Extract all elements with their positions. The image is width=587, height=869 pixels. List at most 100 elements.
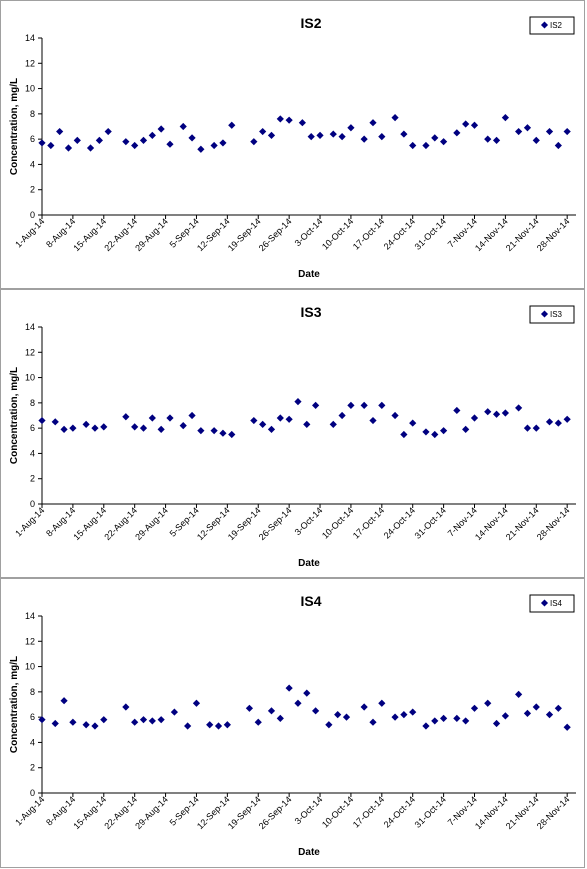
data-point bbox=[532, 424, 540, 432]
data-point bbox=[259, 420, 267, 428]
data-point bbox=[51, 418, 59, 426]
data-point bbox=[378, 133, 386, 141]
data-point bbox=[197, 427, 205, 435]
data-point bbox=[312, 707, 320, 715]
x-tick-label: 24-Oct-14 bbox=[382, 216, 417, 251]
data-point bbox=[188, 134, 196, 142]
data-point bbox=[38, 416, 46, 425]
data-point bbox=[515, 690, 523, 698]
data-point bbox=[545, 711, 554, 719]
data-point bbox=[276, 115, 284, 123]
x-tick-label: 28-Nov-14 bbox=[535, 216, 572, 253]
data-point bbox=[82, 721, 90, 729]
data-point bbox=[56, 127, 64, 136]
y-tick-label: 12 bbox=[25, 347, 35, 357]
data-point bbox=[563, 723, 571, 731]
data-point bbox=[409, 708, 417, 716]
x-tick-label: 26-Sep-14 bbox=[257, 505, 294, 542]
x-tick-label: 31-Oct-14 bbox=[413, 794, 448, 829]
legend-marker bbox=[540, 310, 549, 318]
data-point bbox=[47, 141, 55, 150]
data-point bbox=[210, 141, 218, 150]
data-point bbox=[492, 410, 501, 418]
data-point bbox=[188, 411, 196, 420]
y-tick-label: 6 bbox=[30, 423, 35, 433]
legend: IS4 bbox=[529, 594, 575, 613]
x-tick-label: 3-Oct-14 bbox=[293, 216, 325, 248]
data-point bbox=[228, 121, 236, 129]
data-point bbox=[148, 717, 156, 725]
x-tick-label: 10-Oct-14 bbox=[320, 505, 355, 540]
y-tick-label: 4 bbox=[30, 448, 35, 458]
data-point bbox=[329, 420, 337, 428]
data-point bbox=[131, 718, 139, 726]
data-point bbox=[492, 136, 501, 145]
data-point bbox=[206, 721, 214, 729]
y-tick-label: 6 bbox=[30, 712, 35, 722]
data-point bbox=[131, 423, 139, 431]
data-point bbox=[523, 124, 532, 132]
chart-title: IS2 bbox=[300, 15, 321, 31]
legend-marker bbox=[540, 21, 549, 29]
chart-panel-is4: IS4 0 2 4 6 8 10 12 14 1-Aug-14 8-Aug-14 15-Aug-14 2… bbox=[0, 578, 585, 868]
data-point bbox=[197, 145, 205, 153]
data-point bbox=[329, 130, 337, 138]
legend-label: IS2 bbox=[550, 21, 563, 30]
data-point bbox=[440, 427, 448, 435]
data-point bbox=[431, 430, 439, 439]
data-point bbox=[532, 136, 540, 145]
y-axis-title: Concentration, mg/L bbox=[9, 656, 20, 753]
data-point bbox=[267, 707, 276, 715]
data-point bbox=[276, 714, 284, 723]
data-point bbox=[532, 703, 540, 711]
data-point bbox=[60, 425, 68, 434]
data-point bbox=[378, 699, 386, 707]
data-point bbox=[422, 141, 430, 150]
data-point bbox=[391, 713, 399, 721]
data-point bbox=[554, 141, 562, 150]
data-point bbox=[316, 131, 324, 139]
data-point bbox=[342, 713, 351, 721]
data-point bbox=[91, 722, 99, 730]
data-point bbox=[298, 119, 306, 127]
data-point bbox=[192, 699, 201, 707]
data-point bbox=[391, 411, 399, 420]
data-point bbox=[378, 401, 386, 409]
data-point bbox=[462, 425, 470, 434]
data-point bbox=[166, 414, 174, 422]
x-tick-label: 26-Sep-14 bbox=[257, 216, 294, 253]
data-point bbox=[214, 722, 223, 730]
data-point bbox=[369, 119, 377, 127]
data-point bbox=[422, 722, 430, 730]
x-tick-label: 31-Oct-14 bbox=[413, 505, 448, 540]
data-point bbox=[267, 131, 276, 139]
data-point bbox=[170, 708, 178, 716]
data-point bbox=[86, 144, 95, 152]
data-point bbox=[312, 401, 320, 409]
legend-box bbox=[529, 16, 575, 35]
y-tick-label: 2 bbox=[30, 474, 35, 484]
data-point bbox=[157, 125, 165, 133]
x-tick-label: 24-Oct-14 bbox=[382, 505, 417, 540]
legend-label: IS3 bbox=[550, 310, 563, 319]
x-tick-label: 28-Nov-14 bbox=[535, 794, 572, 831]
data-point bbox=[501, 409, 509, 417]
legend-label: IS4 bbox=[550, 599, 563, 608]
x-axis-title: Date bbox=[298, 847, 320, 858]
data-point bbox=[104, 127, 112, 136]
data-point bbox=[38, 139, 46, 147]
data-point bbox=[360, 703, 368, 711]
data-point bbox=[462, 717, 470, 725]
data-point bbox=[400, 711, 408, 719]
y-tick-label: 12 bbox=[25, 636, 35, 646]
x-tick-label: 17-Oct-14 bbox=[351, 794, 386, 829]
y-tick-label: 4 bbox=[30, 159, 35, 169]
data-point bbox=[325, 721, 333, 729]
y-axis-title: Concentration, mg/L bbox=[9, 367, 20, 464]
y-tick-label: 10 bbox=[25, 373, 35, 383]
y-tick-label: 0 bbox=[30, 499, 35, 509]
data-point bbox=[462, 120, 470, 128]
data-point bbox=[554, 704, 562, 712]
data-point bbox=[139, 716, 148, 724]
data-point bbox=[554, 419, 562, 427]
